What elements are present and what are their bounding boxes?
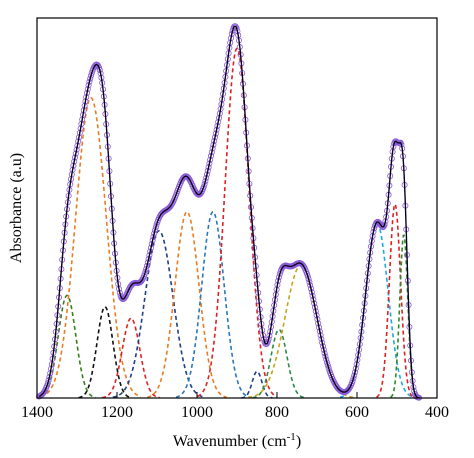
data-marker-189 bbox=[186, 176, 193, 183]
data-marker-337 bbox=[304, 273, 311, 280]
component-curve-10 bbox=[252, 328, 306, 399]
x-axis-ticks: 1400 1200 1000 800 600 400 bbox=[21, 392, 449, 421]
data-marker-76 bbox=[96, 64, 103, 71]
data-marker-389 bbox=[346, 385, 353, 392]
component-curve-4 bbox=[101, 317, 160, 399]
component-curve-11 bbox=[248, 264, 354, 399]
data-marker-332 bbox=[300, 263, 307, 270]
component-curve-6 bbox=[147, 211, 227, 398]
component-curve-9 bbox=[241, 370, 273, 399]
fitted-sum-curve bbox=[38, 25, 420, 399]
x-axis-label-main: Wavenumber (cm bbox=[173, 433, 287, 450]
x-axis-label: Wavenumber (cm-1) bbox=[173, 431, 301, 450]
plot-frame bbox=[36, 17, 438, 399]
data-marker-167 bbox=[168, 201, 175, 208]
x-tick-label-1400: 1400 bbox=[21, 404, 53, 421]
x-tick-label-400: 400 bbox=[425, 404, 449, 421]
data-marker-393 bbox=[349, 377, 356, 384]
component-curve-14 bbox=[390, 234, 418, 398]
component-curve-7 bbox=[175, 210, 250, 398]
x-tick-label-600: 600 bbox=[345, 404, 369, 421]
x-axis-label-superscript: -1 bbox=[287, 431, 296, 443]
data-marker-362 bbox=[324, 362, 331, 369]
data-markers bbox=[36, 23, 422, 401]
envelope-curves bbox=[38, 25, 420, 399]
data-marker-207 bbox=[200, 183, 207, 190]
x-axis-label-end: ) bbox=[296, 433, 301, 450]
component-curve-3 bbox=[78, 305, 132, 399]
x-tick-label-1000: 1000 bbox=[181, 404, 213, 421]
data-marker-134 bbox=[142, 268, 149, 275]
data-marker-133 bbox=[141, 271, 148, 278]
component-curve-5 bbox=[112, 229, 205, 399]
measured-spectrum-curve bbox=[38, 25, 420, 399]
x-tick-label-800: 800 bbox=[265, 404, 289, 421]
data-marker-336 bbox=[303, 270, 310, 277]
y-axis-label: Absorbance (a.u) bbox=[8, 153, 25, 263]
data-marker-11 bbox=[44, 382, 51, 389]
component-curves bbox=[39, 47, 418, 399]
component-curve-13 bbox=[376, 202, 414, 398]
x-tick-label-1200: 1200 bbox=[101, 404, 133, 421]
component-curve-12 bbox=[339, 222, 414, 398]
component-curve-2 bbox=[40, 96, 141, 398]
component-curve-8 bbox=[197, 47, 277, 398]
